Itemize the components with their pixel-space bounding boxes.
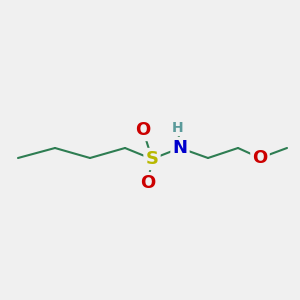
Text: O: O	[140, 174, 156, 192]
Text: O: O	[135, 121, 151, 139]
Text: N: N	[172, 139, 188, 157]
Text: H: H	[172, 121, 184, 135]
Text: S: S	[146, 150, 158, 168]
Text: O: O	[252, 149, 268, 167]
